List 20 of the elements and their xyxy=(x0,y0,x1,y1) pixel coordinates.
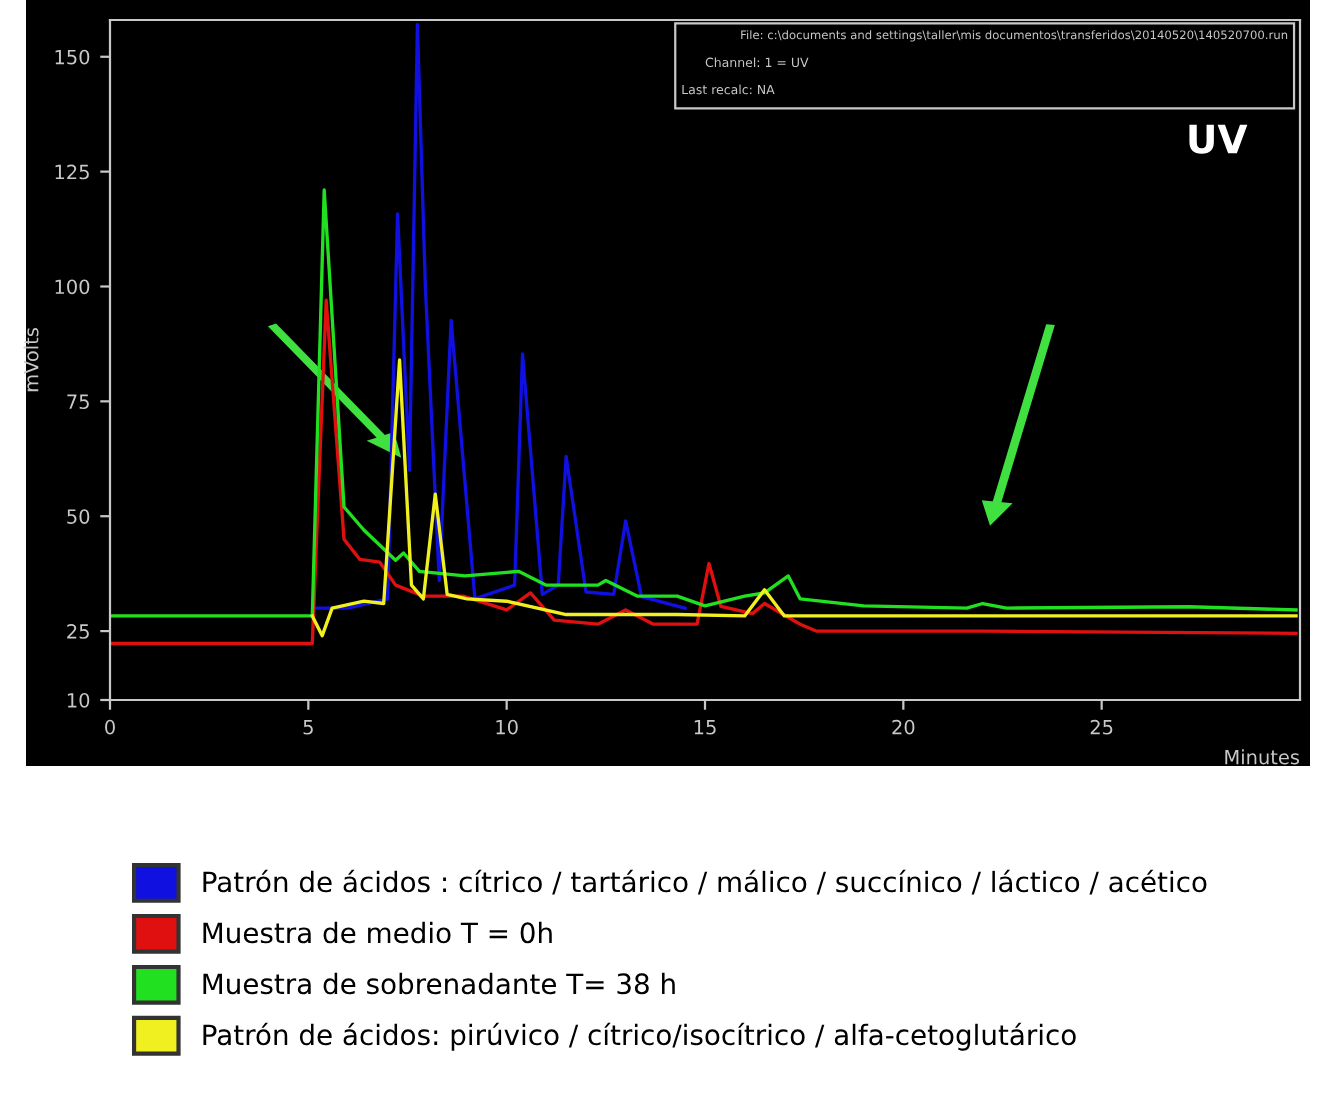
y-tick-label: 125 xyxy=(55,164,89,180)
annotation: UV xyxy=(1189,124,1248,154)
y-tick-label: 25 xyxy=(67,624,89,639)
y-axis-title: mVolts xyxy=(23,328,39,392)
y-tick-label: 100 xyxy=(55,279,90,295)
y-tick-label: 50 xyxy=(67,509,90,524)
x-axis-title: Minutes xyxy=(1225,749,1300,765)
legend-label: Muestra de sobrenadante T= 38 h xyxy=(203,972,675,995)
y-tick-label: 75 xyxy=(67,394,89,410)
x-tick-label: 15 xyxy=(694,720,716,735)
x-tick-label: 0 xyxy=(105,719,115,735)
legend-label: Patrón de ácidos: pirúvico / cítrico/isocítrico / alfa-cetoglutárico xyxy=(203,1022,1076,1051)
x-tick-label: 5 xyxy=(303,720,313,735)
legend-label: Muestra de medio T = 0h xyxy=(203,921,552,944)
y-tick-label: 10 xyxy=(67,692,90,708)
legend-label: Patrón de ácidos : cítrico / tartárico / málico / succínico / láctico / acético xyxy=(203,869,1207,895)
y-tick-label: 150 xyxy=(55,49,90,65)
x-tick-label: 20 xyxy=(892,719,915,735)
x-tick-label: 10 xyxy=(496,719,518,735)
x-tick-label: 25 xyxy=(1090,719,1113,735)
